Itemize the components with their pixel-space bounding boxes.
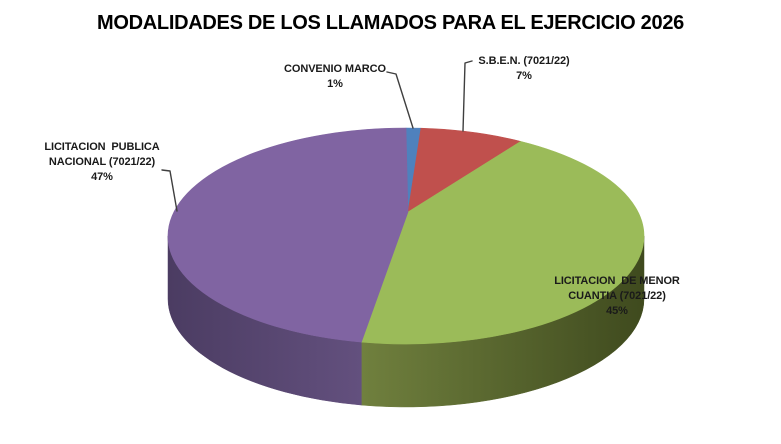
slice-label: LICITACION PUBLICA NACIONAL (7021/22): [44, 141, 160, 168]
data-label-licitacion-menor-cuantia[interactable]: LICITACION DE MENOR CUANTIA (7021/22) 45…: [528, 274, 706, 319]
slice-label: LICITACION DE MENOR CUANTIA (7021/22): [554, 275, 680, 302]
data-label-sben[interactable]: S.B.E.N. (7021/22) 7%: [444, 54, 604, 84]
slice-percent: 47%: [91, 171, 113, 183]
data-label-licitacion-publica-nacional[interactable]: LICITACION PUBLICA NACIONAL (7021/22) 47…: [17, 140, 187, 185]
chart-title: MODALIDADES DE LOS LLAMADOS PARA EL EJER…: [97, 12, 684, 34]
slice-percent: 7%: [516, 70, 532, 82]
pie-slice-licitacion-publica-nacional[interactable]: [167, 127, 409, 343]
slice-percent: 45%: [606, 305, 628, 317]
pie-slice-licitacion-menor-cuantia[interactable]: [361, 141, 645, 345]
pie-slice-sben[interactable]: [407, 127, 521, 213]
slice-label: S.B.E.N. (7021/22): [478, 55, 570, 67]
data-label-convenio-marco[interactable]: CONVENIO MARCO 1%: [255, 62, 415, 92]
slice-percent: 1%: [327, 78, 343, 90]
leader-line-licitacion-publica-nacional: [161, 169, 178, 212]
leader-line-sben: [462, 60, 473, 132]
leader-line-convenio-marco: [386, 71, 414, 129]
slice-label: CONVENIO MARCO: [284, 63, 386, 75]
